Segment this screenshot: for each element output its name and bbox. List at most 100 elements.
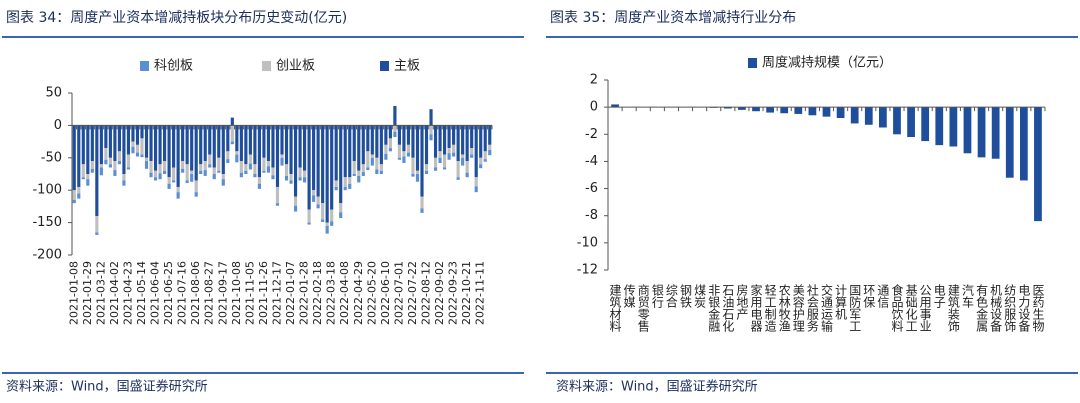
bar: [397, 157, 401, 160]
y-tick-label: -2: [585, 127, 598, 142]
bar: [226, 151, 230, 160]
x-tick-label: 汽车: [960, 283, 974, 309]
legend-swatch: [140, 61, 149, 71]
bar: [447, 148, 451, 154]
legend-swatch: [748, 58, 757, 68]
bar: [461, 157, 465, 166]
bar: [185, 180, 189, 184]
bar: [172, 167, 176, 181]
bar: [126, 154, 131, 168]
bar: [108, 164, 112, 168]
bar: [429, 109, 433, 126]
x-tick-label: 2022-04-08: [338, 261, 351, 325]
x-tick-label: 建筑材料: [608, 284, 622, 332]
bar: [77, 125, 81, 187]
bar: [474, 125, 478, 178]
bar: [752, 107, 760, 112]
bar: [190, 125, 194, 171]
x-tick-label: 2022-09-23: [447, 261, 460, 325]
bar: [479, 125, 483, 158]
bar: [104, 125, 108, 149]
bar: [393, 125, 397, 132]
bar: [456, 161, 460, 178]
bar: [357, 170, 361, 176]
bar: [393, 131, 397, 138]
x-tick-label: 煤炭: [693, 284, 707, 309]
y-tick-label: 50: [45, 86, 62, 101]
bar: [443, 154, 447, 168]
bar: [479, 164, 483, 169]
bar: [312, 190, 316, 196]
bar: [257, 183, 261, 189]
y-tick-label: -10: [577, 235, 598, 250]
bar: [99, 167, 103, 176]
bar: [244, 170, 248, 174]
bar: [375, 169, 379, 174]
x-tick-label: 社会服务: [805, 283, 819, 332]
bar: [275, 203, 280, 206]
bar: [429, 125, 433, 135]
bar: [822, 107, 831, 117]
bar: [949, 107, 958, 147]
bar: [113, 161, 117, 171]
bar: [208, 164, 212, 168]
bar: [86, 174, 90, 180]
bar: [77, 193, 81, 199]
bar: [113, 125, 117, 162]
bar: [474, 186, 478, 193]
x-tick-label: 商贸零售: [636, 283, 650, 332]
bar: [321, 125, 325, 204]
bar: [461, 154, 465, 158]
bar: [203, 170, 207, 176]
bar: [406, 125, 411, 145]
bar: [284, 125, 289, 165]
bar: [307, 125, 311, 210]
bar: [244, 125, 248, 165]
bar: [375, 125, 379, 158]
bar: [158, 173, 162, 180]
bar: [275, 125, 280, 187]
bar: [393, 105, 397, 126]
x-tick-label: 美容护理: [791, 284, 805, 332]
bar: [343, 177, 347, 187]
bar: [131, 125, 135, 142]
bar: [443, 167, 447, 170]
bar: [235, 154, 239, 163]
x-tick-label: 2021-05-14: [135, 261, 148, 325]
x-tick-label: 钢铁: [679, 284, 693, 308]
bar: [402, 125, 406, 152]
y-tick-label: -12: [577, 263, 598, 278]
bar: [99, 125, 103, 165]
bar: [176, 186, 180, 193]
legend-label: 创业板: [276, 59, 315, 74]
bar: [185, 164, 189, 181]
bar: [424, 170, 429, 174]
x-tick-label: 房地产: [735, 283, 749, 321]
x-tick-label: 环保: [862, 284, 876, 308]
x-tick-label: 2021-04-23: [121, 261, 134, 325]
bar: [452, 144, 456, 153]
bar: [122, 174, 126, 181]
bar: [217, 125, 221, 158]
bar: [298, 167, 302, 178]
bar: [104, 159, 108, 165]
bar: [452, 152, 456, 157]
bar: [366, 125, 370, 152]
y-tick-label: -4: [585, 154, 598, 169]
bar: [461, 125, 465, 155]
bar: [488, 144, 492, 151]
bar: [343, 125, 347, 178]
bar: [415, 174, 420, 182]
bar: [402, 151, 406, 157]
y-tick-label: -200: [32, 248, 62, 263]
bar: [181, 168, 185, 173]
bar: [307, 222, 311, 225]
bar: [361, 172, 365, 176]
bar: [280, 154, 284, 158]
bar: [176, 125, 180, 187]
bar: [212, 174, 216, 180]
bar: [190, 170, 194, 174]
bar: [194, 180, 198, 193]
bar: [293, 196, 298, 206]
bar: [388, 148, 392, 152]
